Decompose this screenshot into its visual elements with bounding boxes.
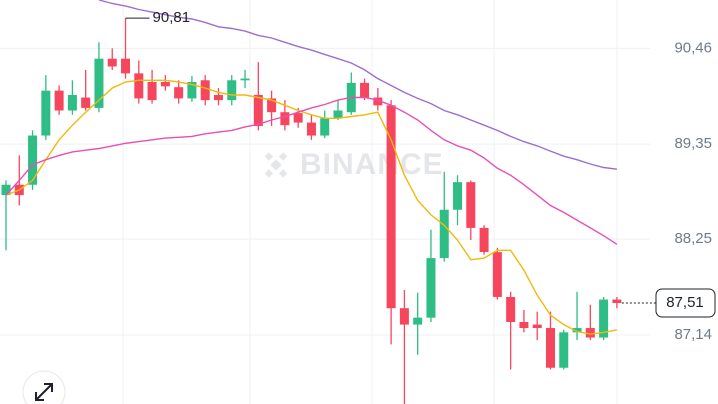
candle-body [492, 252, 502, 297]
candle-body [200, 80, 210, 101]
watermark-text: BINANCE [300, 148, 444, 181]
candle-body [213, 94, 223, 101]
moving-average-line [98, 0, 617, 170]
y-tick-label: 87,14 [674, 326, 712, 343]
candle-body [293, 113, 303, 123]
candle-body [253, 94, 263, 127]
candle-body [227, 80, 237, 101]
candle-body [439, 209, 449, 259]
candle-body [240, 78, 250, 81]
candle-body [134, 73, 144, 99]
y-tick-label: 90,46 [674, 39, 712, 56]
candle-body [506, 296, 516, 322]
candle-body [386, 105, 396, 309]
candle-body [320, 118, 330, 136]
candle-body [160, 82, 170, 87]
candle-body [599, 299, 609, 338]
candle-body [572, 328, 582, 333]
plot: 90,81 [0, 0, 650, 404]
candle-body [426, 258, 436, 318]
candle-body [453, 182, 463, 210]
candle-body [1, 184, 11, 196]
candle-body [121, 58, 131, 74]
candle-body [333, 110, 343, 119]
candle-body [267, 98, 277, 113]
expand-icon[interactable] [35, 383, 53, 401]
candle-body [174, 87, 184, 99]
candle-body [54, 90, 64, 111]
candle-body [306, 122, 316, 136]
candle-body [545, 328, 555, 368]
expand-circle[interactable] [22, 370, 66, 404]
candle-body [147, 82, 157, 101]
candle-body [360, 82, 370, 98]
y-tick-label: 89,35 [674, 135, 712, 152]
candle-body [187, 82, 197, 99]
y-tick-label: 88,25 [674, 230, 712, 247]
candle-body [585, 328, 595, 338]
candle-body [373, 97, 383, 106]
candle-body [559, 332, 569, 368]
candle-body [479, 227, 489, 253]
candle-body [399, 308, 409, 325]
last-price-label: 87,51 [666, 294, 704, 311]
candle-body [280, 112, 290, 126]
candle-body [41, 90, 51, 136]
candle-body [612, 299, 622, 303]
vertical-grid [122, 0, 618, 404]
last-price-box [655, 288, 716, 318]
high-marker-label: 90,81 [153, 9, 191, 26]
moving-average-line [5, 79, 618, 335]
candle-body [466, 182, 476, 228]
candle-body [28, 135, 38, 185]
candle-body [413, 317, 423, 325]
candle-body [94, 58, 104, 108]
candle-body [519, 321, 529, 329]
expand-button[interactable] [22, 370, 66, 404]
candle-body [81, 97, 91, 108]
candle-body [532, 324, 542, 329]
candle-body [107, 58, 117, 67]
candle-body [67, 94, 77, 111]
moving-average-line [5, 96, 618, 245]
